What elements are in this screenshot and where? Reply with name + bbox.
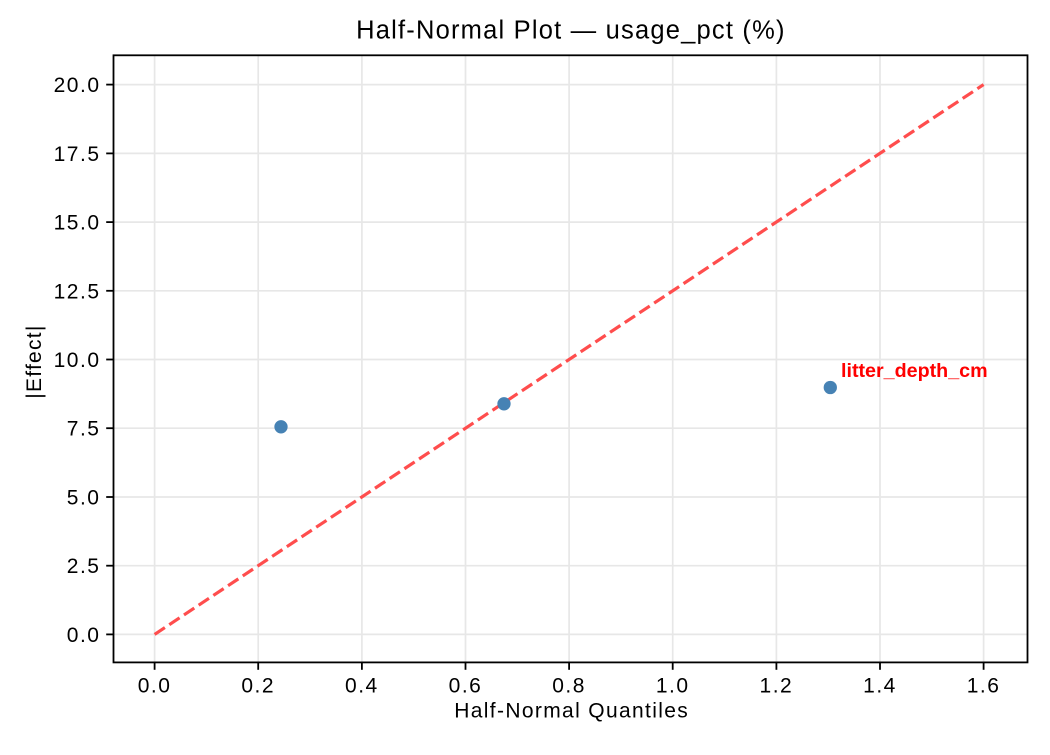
svg-text:7.5: 7.5: [67, 418, 101, 441]
svg-text:0.8: 0.8: [552, 674, 586, 697]
svg-text:5.0: 5.0: [67, 487, 101, 510]
svg-text:0.0: 0.0: [67, 624, 101, 647]
svg-text:Half-Normal Quantiles: Half-Normal Quantiles: [454, 699, 689, 722]
svg-text:20.0: 20.0: [54, 74, 101, 97]
svg-text:1.2: 1.2: [760, 674, 794, 697]
svg-text:10.0: 10.0: [54, 349, 101, 372]
svg-text:0.0: 0.0: [138, 674, 172, 697]
svg-text:1.4: 1.4: [863, 674, 897, 697]
svg-text:0.4: 0.4: [345, 674, 379, 697]
svg-text:0.2: 0.2: [241, 674, 275, 697]
svg-text:1.6: 1.6: [967, 674, 1001, 697]
svg-text:15.0: 15.0: [54, 212, 101, 235]
svg-text:17.5: 17.5: [54, 143, 101, 166]
svg-text:Half-Normal Plot — usage_pct (: Half-Normal Plot — usage_pct (%): [356, 16, 786, 44]
svg-text:litter_depth_cm: litter_depth_cm: [841, 360, 988, 382]
svg-text:0.6: 0.6: [449, 674, 483, 697]
svg-text:1.0: 1.0: [656, 674, 690, 697]
svg-text:2.5: 2.5: [67, 555, 101, 578]
svg-text:12.5: 12.5: [54, 280, 101, 303]
svg-text:|Effect|: |Effect|: [23, 324, 46, 398]
